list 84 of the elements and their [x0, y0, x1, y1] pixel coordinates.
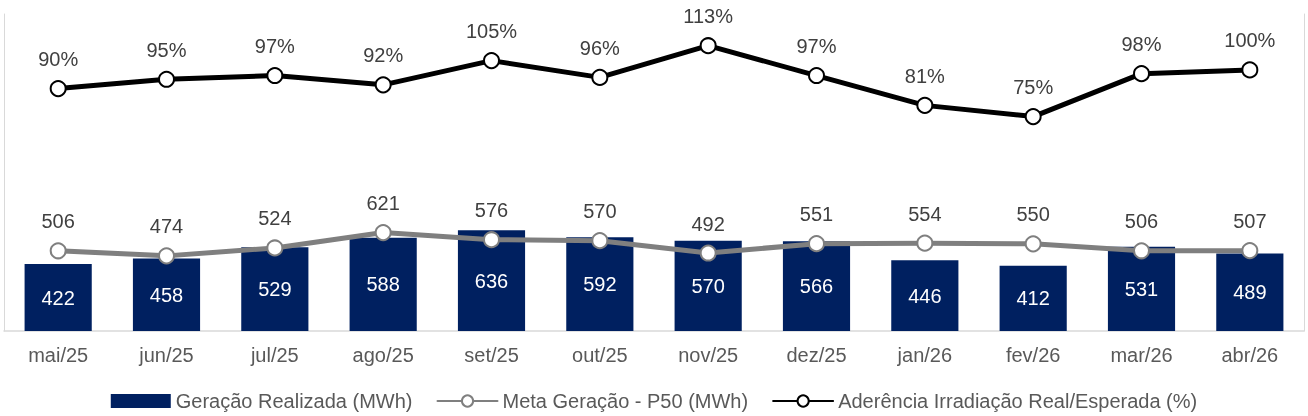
point	[699, 244, 717, 262]
data-label: 554	[908, 202, 942, 225]
point	[374, 224, 392, 242]
bar	[349, 237, 417, 331]
x-tick-label: mar/26	[1110, 344, 1173, 366]
data-label: 550	[1016, 203, 1050, 226]
data-label: 492	[691, 212, 725, 235]
data-label: 576	[474, 199, 509, 222]
bar	[132, 258, 201, 331]
x-tick-label: mai/25	[28, 344, 89, 366]
point	[158, 247, 175, 265]
x-tick-label: abr/26	[1221, 344, 1279, 366]
data-label: 422	[41, 286, 75, 309]
data-label: 570	[583, 200, 617, 223]
x-tick-label: dez/25	[786, 344, 847, 366]
data-label: 75%	[1013, 76, 1054, 99]
data-label: 524	[258, 207, 292, 230]
data-label: 531	[1124, 277, 1159, 300]
x-tick-label: nov/25	[678, 344, 739, 366]
point	[49, 242, 67, 260]
x-tick-label: out/25	[572, 344, 628, 366]
point	[266, 67, 284, 85]
data-label: 113%	[683, 5, 734, 28]
data-label: 446	[908, 284, 942, 307]
data-label: 412	[1016, 287, 1050, 310]
point	[483, 231, 500, 249]
data-label: 489	[1233, 281, 1267, 304]
x-tick-label: set/25	[464, 344, 519, 366]
data-label: 551	[799, 203, 834, 226]
data-label: 98%	[1121, 33, 1162, 56]
data-label: 100%	[1224, 29, 1276, 52]
point	[699, 37, 717, 55]
point	[1133, 242, 1150, 260]
data-label: 566	[799, 275, 834, 298]
bar	[999, 265, 1067, 331]
legend-label: Geração Realizada (MWh)	[175, 390, 413, 412]
data-label: 506	[41, 210, 75, 233]
x-tick-label: jun/25	[138, 344, 194, 366]
bar	[457, 230, 526, 331]
point	[483, 52, 500, 70]
point	[808, 67, 825, 85]
point	[49, 80, 67, 98]
data-label: 570	[691, 274, 725, 297]
data-label: 506	[1124, 210, 1159, 233]
data-label: 96%	[579, 36, 621, 59]
data-label: 97%	[796, 35, 837, 58]
legend-label: Meta Geração - P50 (MWh)	[502, 390, 749, 412]
legend-label: Aderência Irradiação Real/Esperada (%)	[838, 390, 1198, 412]
data-label: 636	[474, 269, 509, 292]
point	[374, 76, 392, 94]
bar	[891, 260, 959, 331]
x-tick-label: jul/25	[249, 344, 299, 366]
data-label: 105%	[465, 20, 518, 43]
point	[158, 70, 175, 88]
data-label: 97%	[254, 35, 296, 58]
data-label: 529	[258, 278, 292, 301]
point	[808, 235, 825, 253]
data-label: 507	[1233, 210, 1267, 233]
bar	[674, 240, 742, 331]
data-label: 458	[149, 283, 184, 306]
bar	[1216, 253, 1284, 331]
data-label: 95%	[146, 38, 187, 61]
x-tick-label: fev/26	[1005, 344, 1061, 366]
data-label: 588	[366, 273, 400, 296]
point	[591, 232, 609, 250]
point	[591, 68, 609, 86]
bar	[241, 247, 309, 331]
point	[1241, 242, 1259, 260]
x-tick-label: jan/26	[896, 344, 953, 366]
x-tick-label: ago/25	[352, 344, 414, 366]
data-label: 474	[149, 215, 184, 238]
point	[1133, 65, 1150, 83]
data-label: 92%	[363, 44, 404, 67]
point	[1241, 61, 1259, 79]
point	[916, 96, 934, 114]
data-label: 621	[366, 192, 400, 215]
bar	[24, 264, 92, 331]
data-label: 81%	[904, 64, 946, 87]
data-label: 592	[583, 273, 617, 296]
point	[1024, 235, 1042, 253]
data-label: 90%	[38, 48, 79, 71]
point	[916, 234, 934, 252]
point	[266, 239, 284, 257]
point	[1024, 108, 1042, 126]
